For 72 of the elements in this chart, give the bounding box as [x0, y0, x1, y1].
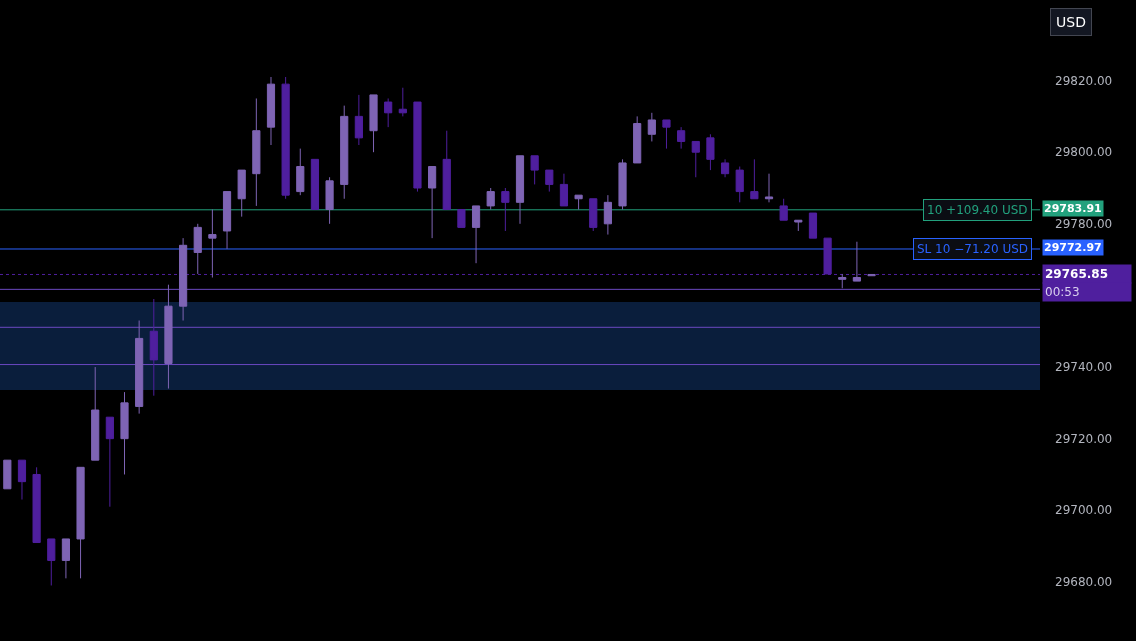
candlestick — [193, 223, 202, 275]
candlestick — [413, 101, 422, 193]
candlestick — [808, 212, 818, 239]
candlestick — [589, 198, 598, 232]
y-tick-label: 29700.00 — [1055, 503, 1113, 518]
candlestick — [296, 148, 305, 196]
candlestick — [735, 166, 744, 203]
candlestick — [618, 158, 627, 210]
candlestick — [852, 241, 861, 282]
candlestick — [32, 466, 41, 544]
candlestick — [149, 298, 158, 397]
ref-line-label: 29765.85 — [1045, 267, 1109, 281]
candlestick — [252, 97, 261, 207]
candlestick — [471, 205, 481, 264]
y-tick-label: 29720.00 — [1055, 431, 1113, 446]
candlestick — [17, 459, 27, 501]
candlestick — [647, 112, 656, 142]
candlestick — [838, 273, 847, 289]
candlestick — [369, 94, 378, 153]
y-tick-label: 29800.00 — [1055, 145, 1113, 160]
candlestick — [457, 208, 466, 228]
candlestick — [61, 538, 70, 579]
candlestick — [545, 169, 554, 193]
candlestick — [750, 158, 759, 200]
y-axis-title: USD — [1056, 14, 1086, 30]
candlestick — [764, 173, 774, 203]
candlestick — [530, 155, 539, 185]
candlestick — [354, 94, 363, 146]
ref-line-label: 29772.97 — [1044, 241, 1102, 254]
candlestick — [179, 237, 188, 321]
candlestick — [633, 115, 642, 164]
candlestick — [237, 169, 246, 218]
candlestick — [428, 166, 437, 239]
y-tick-label: 29780.00 — [1055, 217, 1113, 232]
y-tick-label: 29820.00 — [1055, 73, 1113, 88]
y-tick-label: 29680.00 — [1055, 575, 1113, 590]
candlestick — [559, 173, 569, 207]
y-tick-label: 29740.00 — [1055, 360, 1113, 375]
candlestick — [501, 187, 510, 232]
candlestick — [662, 119, 671, 150]
candlestick — [720, 158, 730, 178]
candlestick — [515, 155, 525, 225]
candlestick — [486, 187, 495, 210]
candlestick — [222, 191, 232, 250]
candlestick — [398, 87, 407, 117]
candlestick — [691, 140, 700, 178]
candlestick — [779, 198, 788, 221]
candlestick — [208, 208, 217, 279]
candlestick — [135, 320, 144, 415]
candlestick — [91, 366, 100, 461]
candlestick — [706, 133, 715, 171]
candlestick — [325, 176, 334, 225]
candlestick — [603, 194, 612, 236]
candlestick — [281, 76, 290, 200]
candlestick — [76, 466, 85, 579]
annotation: SL 10 −71.20 USD — [917, 242, 1029, 256]
candlestick — [574, 194, 583, 210]
candlestick — [384, 97, 393, 128]
candlestick — [340, 105, 349, 200]
candlestick — [266, 76, 276, 146]
candlestick — [677, 126, 686, 150]
candlestick — [105, 416, 114, 508]
candlestick — [47, 538, 56, 586]
candlestick — [794, 219, 803, 232]
text: 00:53 — [1045, 285, 1080, 299]
candlestick — [164, 284, 173, 390]
candlestick — [310, 158, 320, 210]
candlestick — [3, 459, 12, 490]
candlestick — [442, 130, 451, 210]
annotation: 10 +109.40 USD — [927, 203, 1028, 217]
ref-line-label: 29783.91 — [1044, 202, 1102, 215]
candlestick — [120, 391, 129, 475]
